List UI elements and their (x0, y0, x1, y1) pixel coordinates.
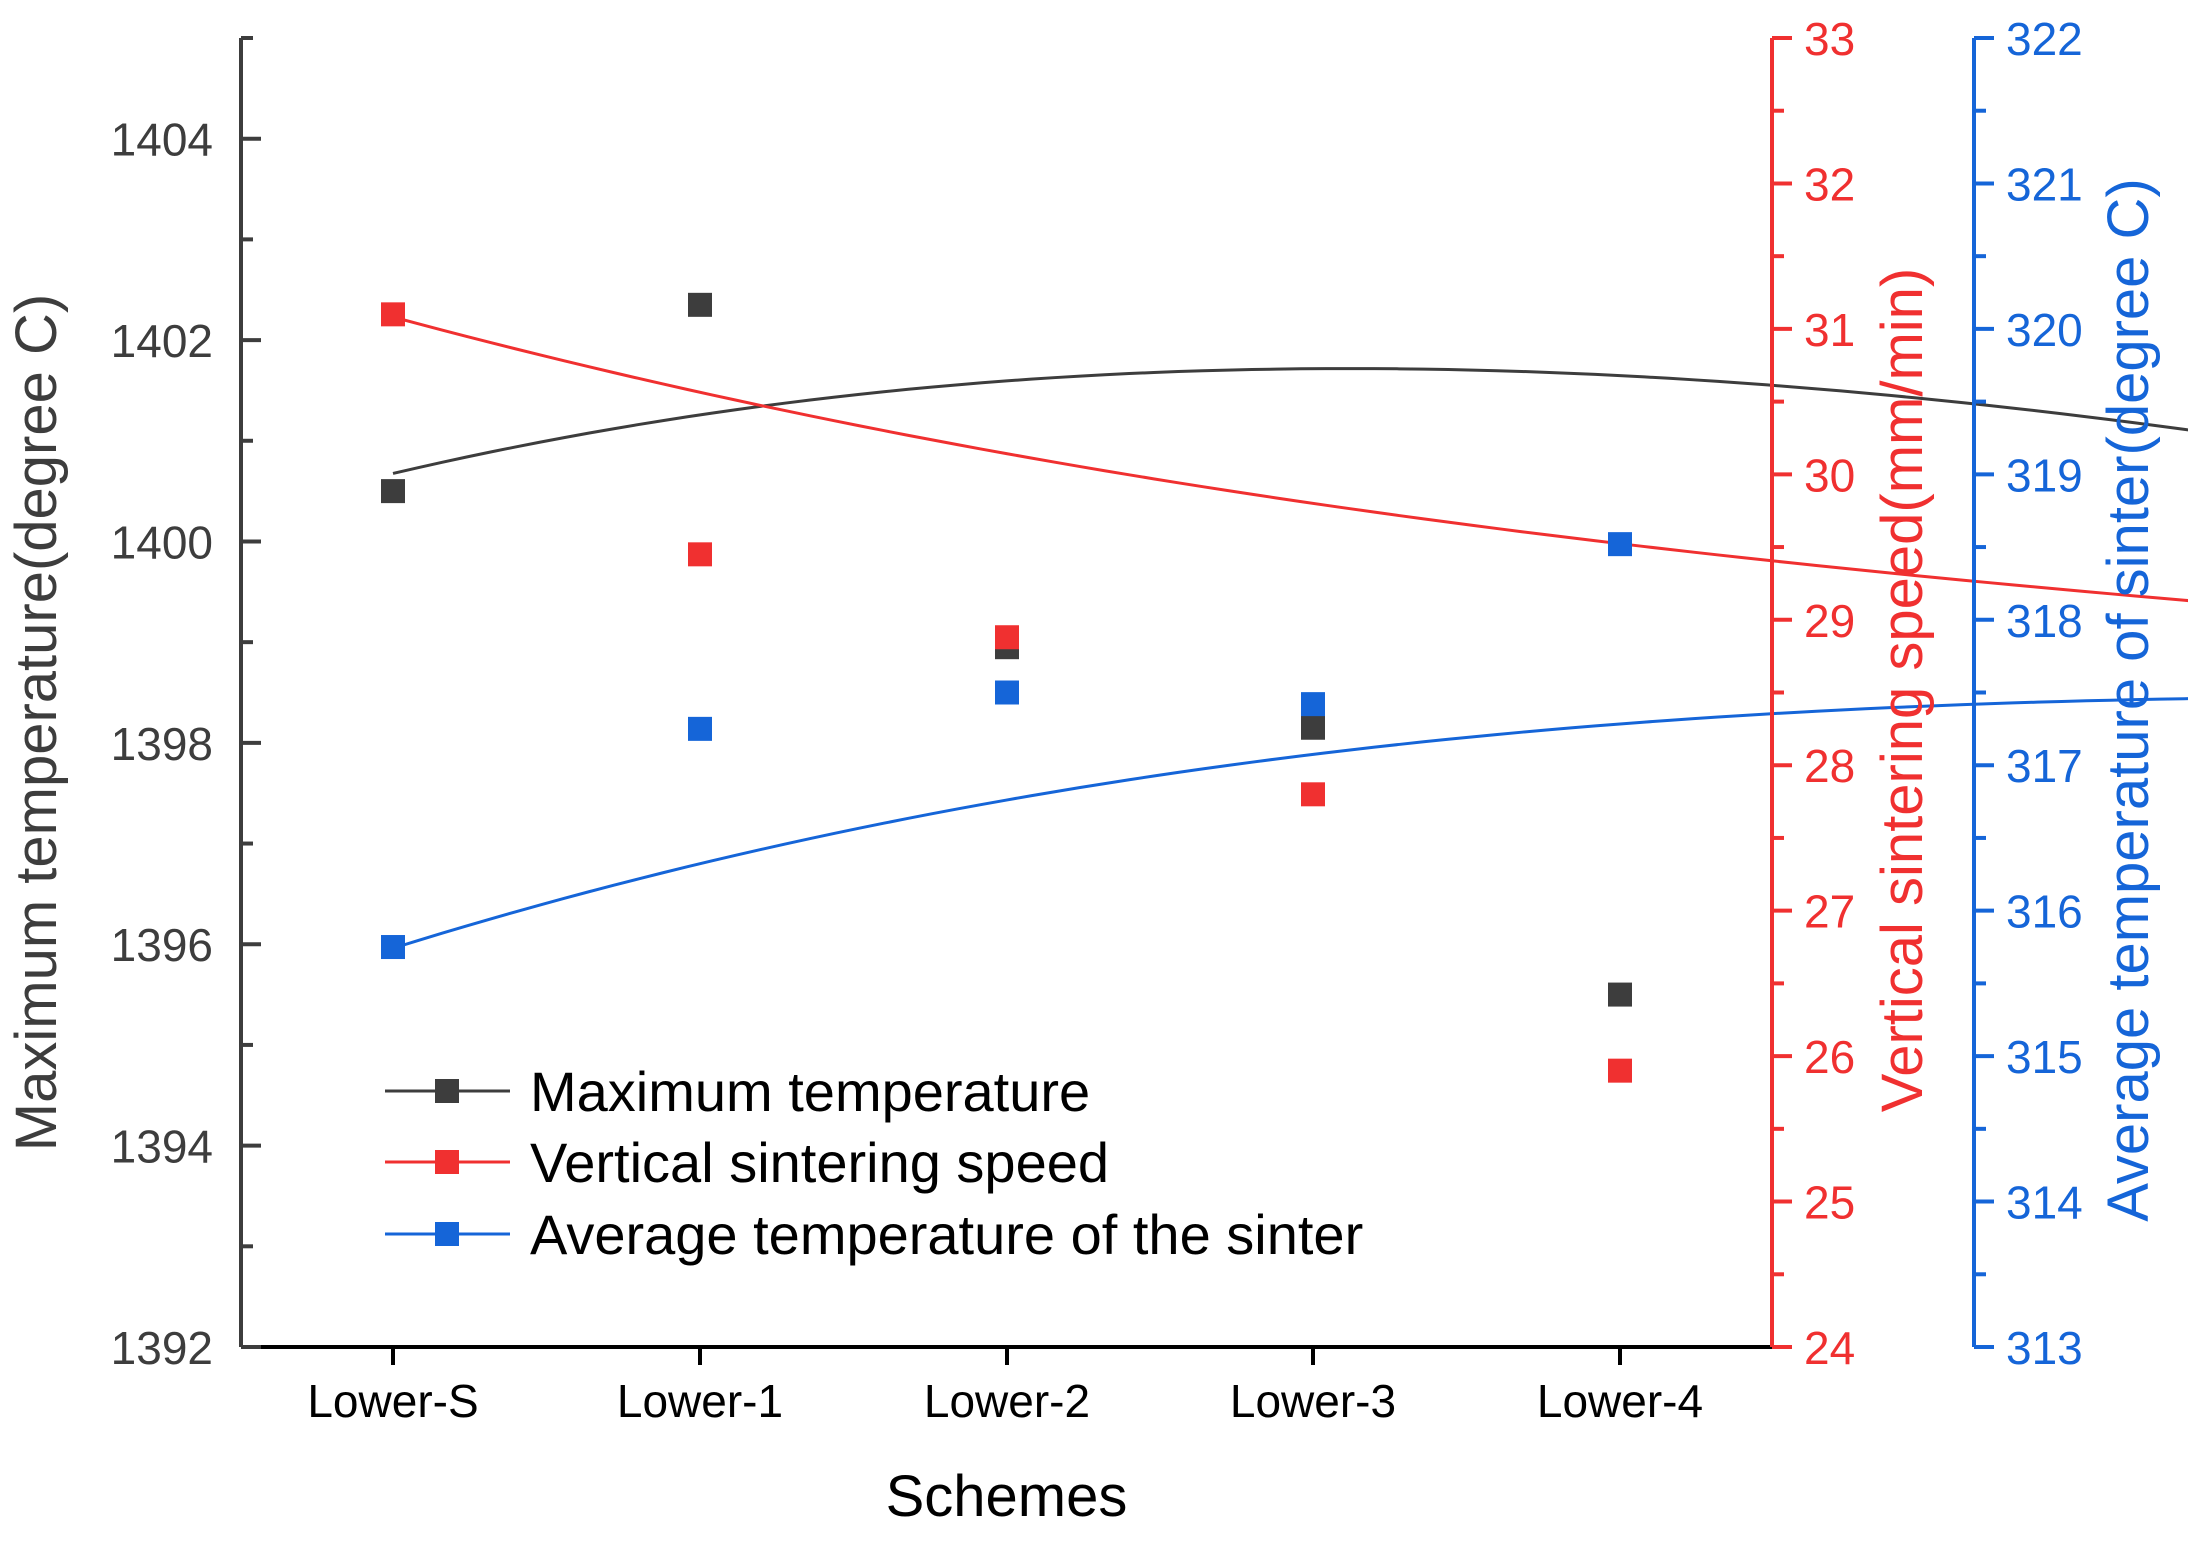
x-tick-label: Lower-3 (1230, 1375, 1396, 1427)
marker-series-1 (1608, 1058, 1632, 1083)
left-y-tick-label: 1400 (111, 516, 213, 568)
right-y-tick-label: 26 (1804, 1031, 1855, 1083)
left-y-axis-title: Maximum temperature(degree C) (4, 294, 69, 1151)
fit-curve-series-2 (392, 697, 2188, 950)
legend-label-2: Average temperature of the sinter (530, 1203, 1363, 1266)
left-y-tick-label: 1396 (111, 919, 213, 971)
right2-y-tick-label: 322 (2006, 13, 2083, 65)
marker-series-0 (688, 292, 712, 317)
legend-label-1: Vertical sintering speed (530, 1131, 1109, 1194)
fit-curve-series-1 (392, 315, 2188, 603)
right-y-tick-label: 30 (1804, 449, 1855, 501)
right-y-tick-label: 28 (1804, 740, 1855, 792)
marker-series-0 (381, 479, 405, 504)
right-y-tick-label: 25 (1804, 1177, 1855, 1229)
data-markers (381, 292, 1632, 1083)
marker-series-0 (1608, 982, 1632, 1007)
right2-y-tick-label: 314 (2006, 1177, 2083, 1229)
right-y-tick-label: 27 (1804, 886, 1855, 938)
marker-series-1 (688, 542, 712, 567)
right2-y-axis-title: Average temperature of sinter(degree C) (2096, 178, 2161, 1221)
right2-y-tick-label: 317 (2006, 740, 2083, 792)
x-axis-title: Schemes (886, 1464, 1128, 1529)
right-y-tick-label: 32 (1804, 158, 1855, 210)
right2-y-tick-label: 316 (2006, 886, 2083, 938)
right-y-tick-label: 31 (1804, 304, 1855, 356)
left-y-tick-label: 1404 (111, 114, 213, 166)
x-tick-label: Lower-2 (924, 1375, 1090, 1427)
right-y-tick-label: 24 (1804, 1322, 1855, 1374)
x-tick-label: Lower-4 (1537, 1375, 1703, 1427)
marker-series-2 (381, 935, 405, 960)
left-y-tick-label: 1402 (111, 315, 213, 367)
left-y-tick-label: 1392 (111, 1322, 213, 1374)
legend-marker-1 (435, 1150, 459, 1174)
marker-series-2 (995, 680, 1019, 705)
legend-label-0: Maximum temperature (530, 1060, 1090, 1123)
marker-series-1 (995, 625, 1019, 650)
marker-series-1 (1301, 782, 1325, 807)
right2-y-tick-label: 313 (2006, 1322, 2083, 1374)
marker-series-2 (1608, 532, 1632, 557)
right-y-axis-title: Vertical sintering speed(mm/min) (1870, 268, 1935, 1113)
legend: Maximum temperature Vertical sintering sp… (385, 1060, 1363, 1266)
axes: Lower-S Lower-1 Lower-2 Lower-3 Lower-4 Schem… (4, 13, 2161, 1529)
right-y-tick-label: 29 (1804, 595, 1855, 647)
x-tick-label: Lower-1 (617, 1375, 783, 1427)
fit-curve-series-0 (392, 367, 2188, 475)
left-y-tick-label: 1398 (111, 718, 213, 770)
right2-y-tick-label: 315 (2006, 1031, 2083, 1083)
right-y-tick-label: 33 (1804, 13, 1855, 65)
right2-y-tick-label: 319 (2006, 449, 2083, 501)
right2-y-tick-label: 321 (2006, 158, 2083, 210)
left-y-tick-label: 1394 (111, 1121, 213, 1173)
right2-y-tick-label: 318 (2006, 595, 2083, 647)
legend-marker-2 (435, 1222, 459, 1246)
marker-series-2 (1301, 692, 1325, 717)
x-tick-label: Lower-S (307, 1375, 478, 1427)
legend-marker-0 (435, 1079, 459, 1103)
fit-curves (392, 315, 2188, 950)
right2-y-tick-label: 320 (2006, 304, 2083, 356)
marker-series-1 (381, 302, 405, 327)
marker-series-2 (688, 716, 712, 741)
marker-series-0 (1301, 715, 1325, 740)
